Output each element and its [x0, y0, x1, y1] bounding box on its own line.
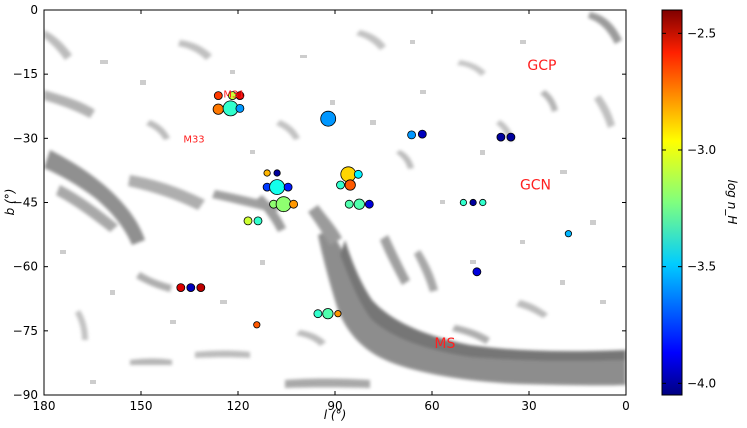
annotation-label: GCP [527, 58, 556, 74]
data-point [186, 283, 196, 293]
y-tick-label: −30 [13, 131, 38, 145]
data-point [263, 169, 271, 177]
data-point [459, 198, 467, 207]
y-axis-label: b (°) [3, 189, 17, 216]
annotation-label: MS [434, 336, 455, 352]
x-axis-label: l (°) [324, 408, 347, 422]
x-tick-label: 120 [227, 399, 250, 413]
data-point [283, 182, 293, 192]
y-tick-label: −45 [13, 196, 38, 210]
data-point [322, 308, 334, 320]
data-point [407, 130, 417, 140]
hi-density-map [44, 12, 626, 388]
colorbar-tick-label: −2.5 [687, 26, 716, 40]
data-point [417, 129, 427, 139]
annotation-label: M33 [183, 135, 204, 146]
data-point [273, 169, 281, 177]
data-point [253, 321, 261, 329]
data-point [336, 180, 345, 190]
data-point [213, 91, 223, 100]
y-tick-label: −15 [13, 67, 38, 81]
data-point [469, 198, 477, 207]
x-tick-label: 90 [327, 399, 342, 413]
data-point [196, 283, 206, 293]
data-point [496, 132, 506, 142]
data-point [212, 103, 224, 115]
data-points [176, 91, 573, 329]
data-point [289, 199, 299, 209]
data-point [344, 179, 356, 191]
y-tick-label: 0 [30, 3, 38, 17]
y-tick-label: −75 [13, 324, 38, 338]
region-annotations: M31 M33 GCP GCN MS [183, 58, 556, 352]
colorbar-ticks: −2.5 −3.0 −3.5 −4.0 [662, 26, 716, 390]
colorbar [661, 9, 683, 396]
data-point [353, 198, 365, 210]
data-point [340, 166, 357, 183]
colorbar-tick-label: −3.0 [687, 143, 716, 157]
data-point [275, 196, 292, 213]
annotation-label: M31 [223, 90, 244, 101]
colorbar-tick-label: −3.5 [687, 260, 716, 274]
annotation-label: GCN [520, 178, 551, 194]
data-point [243, 216, 253, 226]
data-point [313, 309, 323, 319]
data-point [506, 132, 516, 142]
x-tick-label: 180 [33, 399, 56, 413]
colorbar-tick-label: −4.0 [687, 376, 716, 390]
x-tick-label: 0 [622, 399, 630, 413]
colorbar-label: log n_H [725, 180, 739, 225]
data-point [176, 283, 186, 293]
data-point [235, 91, 245, 100]
data-point [253, 216, 263, 226]
data-point [235, 104, 245, 113]
data-point [364, 199, 374, 209]
x-axis-ticks: 180 150 120 90 60 30 0 [33, 10, 630, 413]
y-tick-label: −90 [13, 388, 38, 402]
data-point [472, 267, 482, 277]
data-point [353, 169, 363, 179]
x-tick-label: 150 [130, 399, 153, 413]
data-point [334, 310, 342, 318]
y-tick-label: −60 [13, 260, 38, 274]
data-point [344, 199, 354, 209]
data-point [269, 179, 286, 196]
plot-area [44, 10, 626, 395]
x-tick-label: 30 [521, 399, 536, 413]
x-tick-label: 60 [424, 399, 439, 413]
data-point [479, 198, 487, 207]
data-point [564, 230, 573, 238]
data-point [320, 110, 337, 127]
y-axis-ticks: 0 −15 −30 −45 −60 −75 −90 [13, 3, 626, 402]
